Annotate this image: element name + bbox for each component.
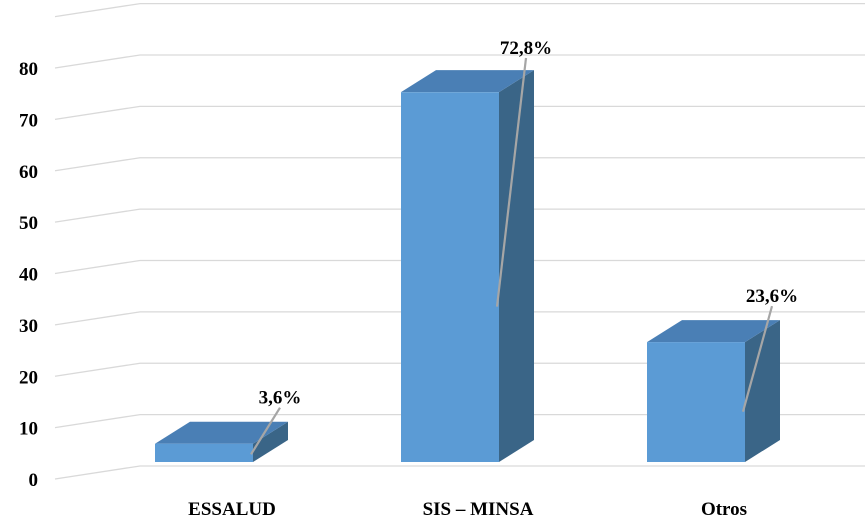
y-tick-label: 80 <box>19 59 38 80</box>
y-tick-label: 60 <box>19 162 38 183</box>
y-axis: 0 10 20 30 40 50 60 70 80 <box>19 59 38 491</box>
gridline <box>54 2 865 18</box>
leader-line <box>741 305 774 412</box>
gridline <box>54 413 865 429</box>
bar <box>155 421 288 462</box>
data-label: 23,6% <box>746 286 798 307</box>
y-tick-label: 10 <box>19 419 38 440</box>
leader-line <box>250 407 281 455</box>
x-axis: ESSALUD SIS – MINSA Otros <box>188 499 747 519</box>
y-tick-label: 70 <box>19 110 38 131</box>
gridline <box>54 465 865 480</box>
bar-side <box>253 421 288 462</box>
x-category-label: Otros <box>701 499 747 519</box>
bar <box>401 70 534 463</box>
gridline <box>54 311 865 326</box>
y-tick-label: 30 <box>19 316 38 337</box>
bar-front <box>401 92 499 463</box>
gridline <box>54 157 865 172</box>
data-label: 72,8% <box>500 38 552 59</box>
bar-side <box>499 70 534 463</box>
y-tick-label: 40 <box>19 265 38 286</box>
gridline <box>54 362 865 377</box>
y-tick-label: 50 <box>19 213 38 234</box>
bar-top <box>155 421 288 444</box>
bar-top <box>401 70 534 93</box>
data-label: 3,6% <box>259 388 302 409</box>
y-tick-label: 0 <box>29 470 39 491</box>
gridline <box>54 259 865 275</box>
gridline <box>54 105 865 121</box>
bar <box>647 320 780 462</box>
data-labels: 3,6% 72,8% 23,6% <box>250 38 798 455</box>
bar-side <box>745 320 780 462</box>
gridline <box>54 54 865 69</box>
x-category-label: SIS – MINSA <box>423 499 534 519</box>
gridlines <box>54 2 865 480</box>
bar-top <box>647 320 780 343</box>
y-tick-label: 20 <box>19 367 38 388</box>
x-category-label: ESSALUD <box>188 499 276 519</box>
bars <box>155 70 780 463</box>
bar-front <box>155 443 253 462</box>
leader-line <box>495 57 528 307</box>
bar-front <box>647 342 745 462</box>
gridline <box>54 208 865 223</box>
